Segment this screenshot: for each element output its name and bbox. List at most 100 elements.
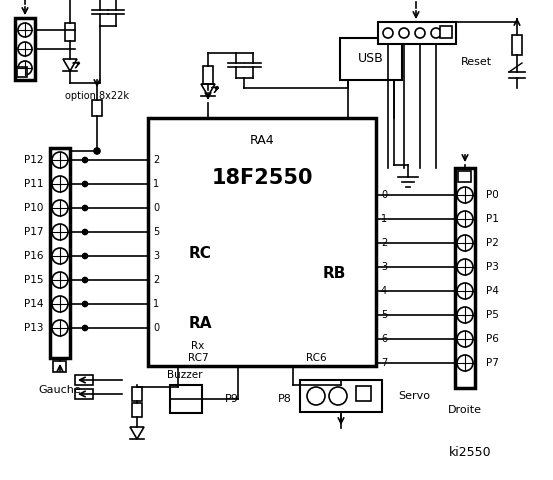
Bar <box>356 386 371 401</box>
Text: 7: 7 <box>381 358 387 368</box>
Circle shape <box>94 148 100 154</box>
Bar <box>50 148 70 358</box>
Text: 3: 3 <box>153 251 159 261</box>
Text: P14: P14 <box>24 299 44 309</box>
Circle shape <box>18 61 32 75</box>
Circle shape <box>457 307 473 323</box>
Text: RC6: RC6 <box>306 353 326 363</box>
Text: P16: P16 <box>24 251 44 261</box>
Bar <box>378 22 456 44</box>
Circle shape <box>82 229 87 235</box>
Text: ki2550: ki2550 <box>448 445 491 458</box>
Circle shape <box>82 181 87 187</box>
Bar <box>75 375 93 385</box>
Text: 2: 2 <box>153 155 159 165</box>
Bar <box>203 66 213 84</box>
Circle shape <box>52 248 68 264</box>
Text: 3: 3 <box>381 262 387 272</box>
Text: P4: P4 <box>486 286 498 296</box>
Circle shape <box>18 23 32 37</box>
Bar <box>148 118 376 366</box>
Circle shape <box>457 355 473 371</box>
Text: 1: 1 <box>153 179 159 189</box>
Bar <box>512 35 522 55</box>
Text: Buzzer: Buzzer <box>167 370 203 380</box>
Circle shape <box>82 325 87 331</box>
Bar <box>15 18 35 80</box>
Text: P12: P12 <box>24 155 44 165</box>
Bar <box>75 389 93 399</box>
Text: P2: P2 <box>486 238 498 248</box>
Circle shape <box>52 176 68 192</box>
Text: P10: P10 <box>24 203 44 213</box>
Text: 0: 0 <box>153 323 159 333</box>
Text: 2: 2 <box>153 275 159 285</box>
Circle shape <box>52 272 68 288</box>
Circle shape <box>52 296 68 312</box>
Text: 0: 0 <box>153 203 159 213</box>
Bar <box>53 361 66 372</box>
Text: 2: 2 <box>381 238 387 248</box>
Text: P7: P7 <box>486 358 498 368</box>
Circle shape <box>82 205 87 211</box>
Text: 1: 1 <box>153 299 159 309</box>
Text: 18F2550: 18F2550 <box>211 168 313 188</box>
Circle shape <box>383 28 393 38</box>
Text: Droite: Droite <box>448 405 482 415</box>
Text: P1: P1 <box>486 214 498 224</box>
Text: P8: P8 <box>278 394 292 404</box>
Circle shape <box>52 320 68 336</box>
Text: Gauche: Gauche <box>39 385 81 395</box>
Bar <box>132 403 142 417</box>
Circle shape <box>329 387 347 405</box>
Text: RC: RC <box>189 245 211 261</box>
Text: P3: P3 <box>486 262 498 272</box>
Circle shape <box>457 235 473 251</box>
Circle shape <box>82 253 87 259</box>
Circle shape <box>52 152 68 168</box>
Text: 4: 4 <box>381 286 387 296</box>
Text: P15: P15 <box>24 275 44 285</box>
Bar <box>340 38 402 80</box>
Bar <box>65 23 75 41</box>
Bar <box>132 387 142 401</box>
Text: Servo: Servo <box>398 391 430 401</box>
Circle shape <box>457 211 473 227</box>
Text: 6: 6 <box>381 334 387 344</box>
Text: 1: 1 <box>381 214 387 224</box>
Text: P9: P9 <box>225 394 239 404</box>
Bar <box>92 100 102 116</box>
Text: RB: RB <box>322 265 346 280</box>
Circle shape <box>457 259 473 275</box>
Text: USB: USB <box>358 52 384 65</box>
Circle shape <box>82 277 87 283</box>
Circle shape <box>457 331 473 347</box>
Text: P13: P13 <box>24 323 44 333</box>
Text: P0: P0 <box>486 190 498 200</box>
Circle shape <box>431 28 441 38</box>
Text: RA: RA <box>188 315 212 331</box>
Circle shape <box>399 28 409 38</box>
Text: 5: 5 <box>153 227 159 237</box>
Text: 0: 0 <box>381 190 387 200</box>
Text: 5: 5 <box>381 310 387 320</box>
Text: P11: P11 <box>24 179 44 189</box>
Circle shape <box>307 387 325 405</box>
Text: P5: P5 <box>486 310 498 320</box>
Text: option 8x22k: option 8x22k <box>65 91 129 101</box>
Bar <box>440 26 452 38</box>
Circle shape <box>82 157 87 163</box>
Bar <box>17 67 27 77</box>
Text: Reset: Reset <box>461 57 492 67</box>
Text: RC7: RC7 <box>187 353 208 363</box>
Bar <box>458 171 471 182</box>
Circle shape <box>52 224 68 240</box>
Circle shape <box>52 200 68 216</box>
Text: P6: P6 <box>486 334 498 344</box>
Circle shape <box>415 28 425 38</box>
Bar <box>170 385 202 413</box>
Bar <box>300 380 382 412</box>
Circle shape <box>82 301 87 307</box>
Circle shape <box>457 187 473 203</box>
Bar <box>455 168 475 388</box>
